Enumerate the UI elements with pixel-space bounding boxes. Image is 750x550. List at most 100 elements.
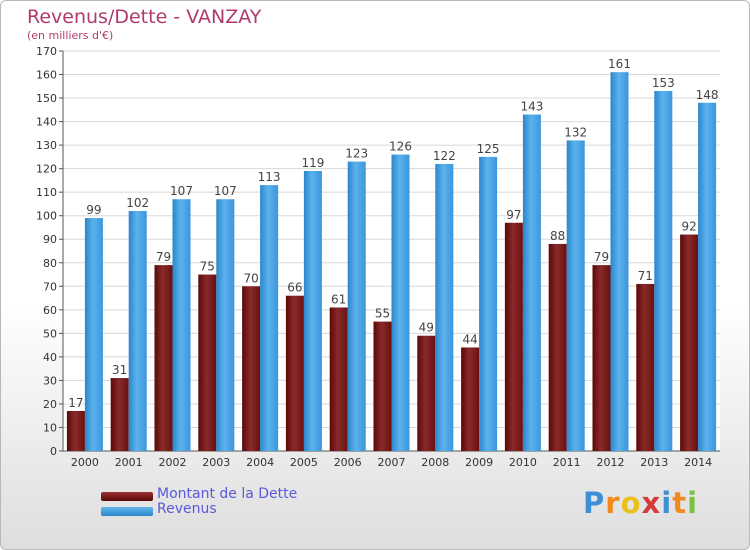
y-tick-label: 170: [36, 45, 57, 58]
value-label-revenus: 99: [86, 203, 101, 217]
value-label-dette: 44: [462, 332, 477, 346]
x-tick-label: 2009: [465, 456, 493, 469]
value-label-dette: 61: [331, 292, 346, 306]
value-label-dette: 75: [200, 260, 215, 274]
bar-dette: [154, 265, 173, 451]
x-tick-label: 2002: [159, 456, 187, 469]
y-tick-label: 80: [43, 257, 57, 270]
legend-label-revenus: Revenus: [157, 501, 217, 517]
bar-revenus: [610, 72, 629, 452]
legend-label-dette: Montant de la Dette: [157, 486, 298, 502]
value-label-revenus: 123: [345, 147, 368, 161]
bar-dette: [548, 243, 567, 451]
value-label-revenus: 122: [433, 149, 456, 163]
bar-dette: [66, 411, 85, 451]
x-tick-label: 2014: [684, 456, 712, 469]
value-label-revenus: 125: [477, 142, 500, 156]
value-label-revenus: 126: [389, 140, 412, 154]
y-tick-label: 60: [43, 304, 57, 317]
x-tick-label: 2007: [378, 456, 406, 469]
value-label-dette: 79: [594, 250, 609, 264]
value-label-dette: 31: [112, 363, 127, 377]
bar-revenus: [347, 161, 366, 451]
y-tick-label: 140: [36, 116, 57, 129]
y-tick-label: 110: [36, 186, 57, 199]
y-tick-label: 0: [50, 445, 57, 458]
bar-revenus: [698, 102, 717, 451]
value-label-revenus: 119: [301, 156, 324, 170]
y-tick-label: 20: [43, 398, 57, 411]
x-tick-label: 2008: [421, 456, 449, 469]
logo-letter: i: [687, 486, 699, 520]
proxiti-logo: Proxiti: [583, 486, 698, 520]
value-label-revenus: 161: [608, 57, 631, 71]
y-tick-label: 130: [36, 139, 57, 152]
value-label-revenus: 102: [126, 196, 149, 210]
y-tick-label: 40: [43, 351, 57, 364]
bar-dette: [285, 295, 304, 451]
bar-revenus: [654, 91, 673, 451]
value-label-dette: 66: [287, 281, 302, 295]
value-label-revenus: 113: [258, 170, 281, 184]
bar-revenus: [566, 140, 585, 452]
bar-dette: [417, 335, 436, 451]
bar-revenus: [216, 199, 235, 451]
bar-dette: [373, 321, 392, 451]
bar-revenus: [303, 171, 322, 451]
legend-swatch-dette: [101, 492, 153, 501]
value-label-dette: 71: [638, 269, 653, 283]
y-tick-label: 10: [43, 421, 57, 434]
value-label-dette: 79: [156, 250, 171, 264]
x-tick-label: 2011: [553, 456, 581, 469]
y-tick-label: 100: [36, 210, 57, 223]
bar-dette: [198, 274, 217, 451]
bar-dette: [461, 347, 480, 451]
x-tick-label: 2006: [334, 456, 362, 469]
logo-letter: x: [641, 486, 662, 520]
value-label-dette: 92: [681, 220, 696, 234]
value-label-dette: 97: [506, 208, 521, 222]
value-label-dette: 49: [419, 321, 434, 335]
value-label-revenus: 107: [170, 184, 193, 198]
value-label-revenus: 143: [520, 100, 543, 114]
y-tick-label: 50: [43, 327, 57, 340]
x-tick-label: 2005: [290, 456, 318, 469]
bar-dette: [504, 222, 523, 451]
logo-letter: P: [583, 486, 606, 520]
value-label-revenus: 132: [564, 125, 587, 139]
chart-subtitle: (en milliers d'€): [27, 29, 114, 42]
x-tick-label: 2012: [597, 456, 625, 469]
logo-letter: r: [605, 486, 621, 520]
y-tick-label: 160: [36, 69, 57, 82]
x-tick-label: 2013: [640, 456, 668, 469]
bar-dette: [592, 265, 611, 451]
bar-revenus: [128, 211, 147, 451]
bar-revenus: [479, 156, 498, 451]
bar-dette: [636, 283, 655, 451]
logo-letter: t: [672, 486, 688, 520]
x-tick-label: 2003: [202, 456, 230, 469]
bar-revenus: [391, 154, 410, 451]
y-tick-label: 120: [36, 163, 57, 176]
value-label-revenus: 148: [696, 88, 719, 102]
bar-dette: [680, 234, 699, 451]
value-label-dette: 70: [243, 271, 258, 285]
bar-revenus: [260, 185, 279, 451]
value-label-dette: 17: [68, 396, 83, 410]
value-label-revenus: 107: [214, 184, 237, 198]
bar-dette: [242, 286, 261, 451]
bar-dette: [329, 307, 348, 451]
chart-title: Revenus/Dette - VANZAY: [27, 6, 262, 28]
y-tick-label: 70: [43, 280, 57, 293]
x-tick-label: 2010: [509, 456, 537, 469]
bar-revenus: [84, 218, 103, 451]
value-label-dette: 88: [550, 229, 565, 243]
bar-revenus: [522, 114, 541, 451]
logo-letter: o: [620, 486, 642, 520]
x-tick-label: 2000: [71, 456, 99, 469]
x-tick-label: 2001: [115, 456, 143, 469]
y-tick-label: 30: [43, 374, 57, 387]
bar-revenus: [435, 163, 454, 452]
